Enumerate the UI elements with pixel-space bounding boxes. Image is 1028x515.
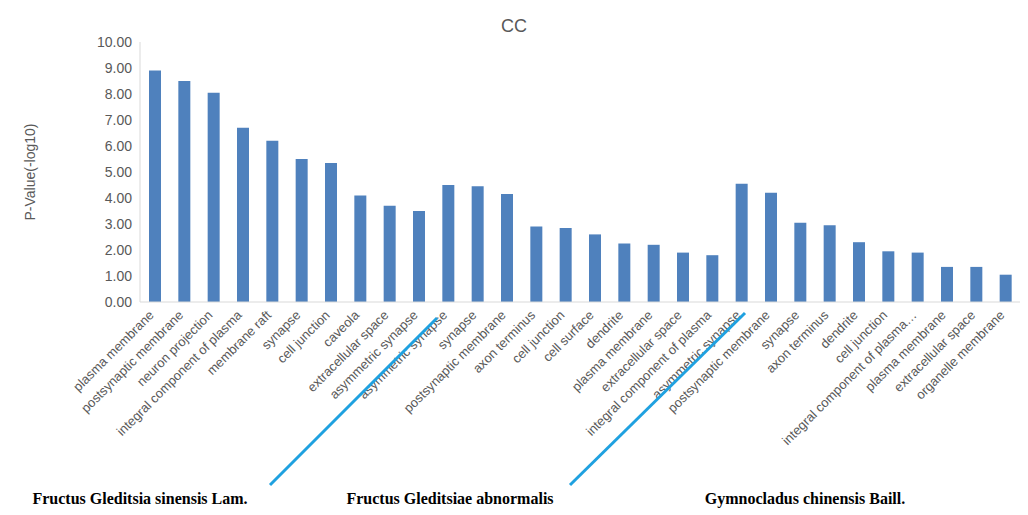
svg-text:plasma membrane: plasma membrane [70,307,157,395]
svg-text:7.00: 7.00 [105,112,132,128]
svg-text:synapse: synapse [258,307,304,353]
svg-text:extracellular space: extracellular space [304,307,392,395]
svg-text:5.00: 5.00 [105,164,132,180]
svg-text:postsynaptic membrane: postsynaptic membrane [77,307,187,416]
svg-text:postsynaptic membrane: postsynaptic membrane [400,307,509,416]
svg-text:8.00: 8.00 [105,86,132,102]
svg-text:P-Value(-log10): P-Value(-log10) [22,123,38,220]
svg-text:integral component of plasma: integral component of plasma [583,307,715,439]
svg-text:dendrite: dendrite [817,307,861,352]
svg-text:caveola: caveola [319,307,363,350]
svg-text:plasma membrane: plasma membrane [568,307,656,395]
svg-text:plasma membrane: plasma membrane [862,307,949,395]
svg-text:10.00: 10.00 [97,34,132,50]
svg-text:cell junction: cell junction [831,307,891,367]
svg-text:axon terminus: axon terminus [763,307,832,376]
svg-text:1.00: 1.00 [105,268,132,284]
svg-text:organelle membrane: organelle membrane [913,308,1008,403]
svg-text:integral component of plasma…: integral component of plasma… [779,307,920,448]
svg-text:2.00: 2.00 [105,242,132,258]
html-text:CC: CC [501,16,527,36]
svg-text:4.00: 4.00 [105,190,132,206]
svg-text:cell junction: cell junction [274,307,333,367]
svg-text:asymmetric synapse: asymmetric synapse [649,307,744,402]
svg-text:axon terminus: axon terminus [469,307,539,376]
svg-text:asymmetric synapse: asymmetric synapse [326,307,421,402]
svg-text:extracellular space: extracellular space [597,307,685,395]
svg-text:neuron projection: neuron projection [133,307,216,390]
svg-text:6.00: 6.00 [105,138,132,154]
svg-text:cell junction: cell junction [508,307,568,367]
svg-text:cell surface: cell surface [539,307,597,365]
html-text:Gymnocladus chinensis Baill.: Gymnocladus chinensis Baill. [704,490,906,507]
svg-text:postsynaptic membrane: postsynaptic membrane [665,308,773,416]
svg-text:3.00: 3.00 [105,216,132,232]
svg-text:synapse: synapse [757,307,803,353]
svg-text:9.00: 9.00 [105,60,132,76]
html-text:Fructus Gleditsia sinensis Lam: Fructus Gleditsia sinensis Lam. [32,490,248,507]
svg-text:dendrite: dendrite [582,307,627,352]
svg-text:extracellular space: extracellular space [890,307,979,395]
html-text:Fructus Gleditsiae abnormalis: Fructus Gleditsiae abnormalis [346,490,554,507]
svg-text:membrane raft: membrane raft [203,307,275,378]
svg-text:0.00: 0.00 [105,294,132,310]
svg-text:integral component of plasma: integral component of plasma [114,307,246,439]
svg-text:synapse: synapse [434,307,480,353]
